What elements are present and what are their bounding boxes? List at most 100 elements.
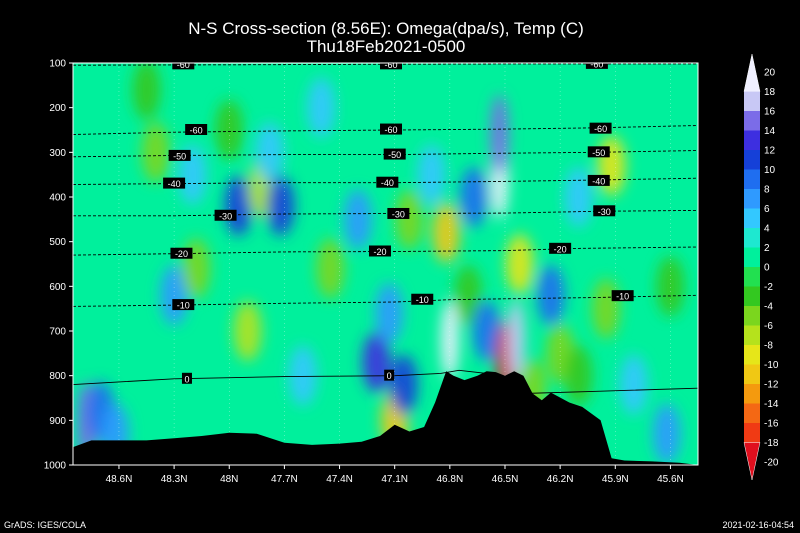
x-tick-label: 48.6N [106, 474, 133, 485]
omega-cell [459, 167, 488, 227]
omega-cell [490, 94, 509, 175]
grid-lines [118, 63, 671, 465]
contour-label-bg [163, 177, 186, 189]
omega-cell [307, 77, 336, 138]
colorbar-swatch [744, 306, 760, 326]
contour-label: -40 [381, 178, 394, 188]
omega-cell [389, 354, 418, 415]
x-tick-label: 47.7N [271, 474, 298, 485]
contour-label: -50 [388, 150, 401, 160]
colorbar-label: -8 [764, 341, 773, 352]
x-tick-label: 46.5N [492, 474, 519, 485]
y-tick-label: 300 [49, 148, 66, 159]
contour-label: -10 [177, 301, 190, 311]
contour-labels: -60 -60 -60 -60 -60 -60 -50 -50 -50 -40 -40 -40 -30 -… [163, 59, 634, 384]
y-tick-label: 900 [49, 416, 66, 427]
omega-cell [652, 403, 681, 464]
colorbar-swatch [744, 286, 760, 307]
contour-label: -30 [219, 211, 232, 221]
colorbar-label: 4 [764, 224, 770, 235]
contour-label: 0 [184, 374, 189, 384]
x-tick-label: 46.8N [436, 474, 463, 485]
omega-cell [505, 234, 534, 294]
contour-label-bg [380, 63, 403, 70]
x-tick-label: 45.9N [602, 474, 629, 485]
colorbar-label: 14 [764, 126, 776, 137]
contour-label-bg [587, 146, 610, 158]
colorbar-label: 16 [764, 107, 776, 118]
contour-label: -10 [416, 295, 429, 305]
omega-cell [343, 189, 372, 250]
omega-cell [619, 354, 648, 415]
omega-cell [316, 238, 345, 299]
colorbar-swatch [744, 208, 760, 229]
y-tick-label: 800 [49, 371, 66, 382]
colorbar-label: -14 [764, 399, 779, 410]
x-tick-label: 47.1N [381, 474, 408, 485]
colorbar-label: -10 [764, 360, 779, 371]
x-tick-label: 47.4N [326, 474, 353, 485]
colorbar-swatch [743, 53, 761, 92]
x-tick-label: 46.2N [547, 474, 574, 485]
y-tick-label: 1000 [44, 461, 67, 472]
contour-label: -50 [173, 151, 186, 161]
contour-label-bg [585, 63, 608, 69]
colorbar-swatch [744, 403, 760, 424]
contour-label-bg [172, 63, 195, 70]
omega-cell [564, 345, 593, 406]
chart-subtitle: Thu18Feb2021-0500 [307, 37, 466, 56]
colorbar-swatch [744, 364, 760, 385]
omega-cell [417, 144, 446, 205]
x-tick-label: 48N [220, 474, 238, 485]
y-axis: 100 200 300 400 500 600 700 800 900 1000 [44, 59, 73, 472]
omega-cell [224, 175, 253, 236]
y-tick-label: 700 [49, 327, 66, 338]
omega-cell [395, 189, 424, 250]
colorbar-label: 12 [764, 146, 776, 157]
omega-cell [536, 265, 565, 326]
contour-label-bg [170, 247, 193, 259]
plot-area: -60 -60 -60 -60 -60 -60 -50 -50 -50 -40 -40 -40 -30 -… [73, 59, 698, 465]
omega-cell [432, 202, 461, 263]
colorbar-swatch [744, 130, 760, 151]
colorbar-swatch [744, 247, 760, 268]
omega-cell [375, 283, 404, 344]
contour-label-bg [181, 372, 192, 384]
plot-frame [72, 62, 699, 466]
x-axis: 48.6N 48.3N 48N 47.7N 47.4N 47.1N 46.8N 46.5N 46… [106, 465, 684, 485]
contour-label-bg [380, 123, 403, 135]
omega-cell [132, 63, 161, 120]
y-tick-label: 600 [49, 282, 66, 293]
contour-label: 0 [387, 371, 392, 381]
contour-label-bg [368, 245, 391, 257]
colorbar-swatch [744, 91, 760, 112]
terrain [73, 371, 698, 465]
colorbar-label: 10 [764, 165, 776, 176]
colorbar-label: 6 [764, 204, 770, 215]
y-tick-label: 500 [49, 237, 66, 248]
contour-label: -30 [598, 207, 611, 217]
omega-cell [507, 299, 526, 380]
contour-label: -20 [175, 249, 188, 259]
contour-label-bg [387, 207, 410, 219]
contour-label: -60 [190, 126, 203, 136]
chart-title: N-S Cross-section (8.56E): Omega(dpa/s),… [188, 19, 584, 38]
colorbar-swatch [744, 150, 760, 170]
contour-label: -60 [594, 124, 607, 134]
omega-cell [564, 167, 593, 227]
contour-label: -40 [168, 179, 181, 189]
contour-label: -60 [590, 59, 603, 69]
colorbar-swatch [744, 111, 760, 131]
contour-label-bg [383, 148, 406, 160]
colorbar-label: -6 [764, 321, 773, 332]
colorbar-swatch [744, 384, 760, 404]
contour-label: -60 [177, 60, 190, 70]
colorbar-label: 0 [764, 263, 770, 274]
contour-label: -30 [392, 209, 405, 219]
footer-timestamp: 2021-02-16-04:54 [722, 520, 794, 530]
omega-cell [592, 278, 621, 339]
colorbar-swatch [744, 345, 760, 365]
colorbar-swatch [744, 423, 760, 443]
omega-cell [288, 345, 317, 406]
